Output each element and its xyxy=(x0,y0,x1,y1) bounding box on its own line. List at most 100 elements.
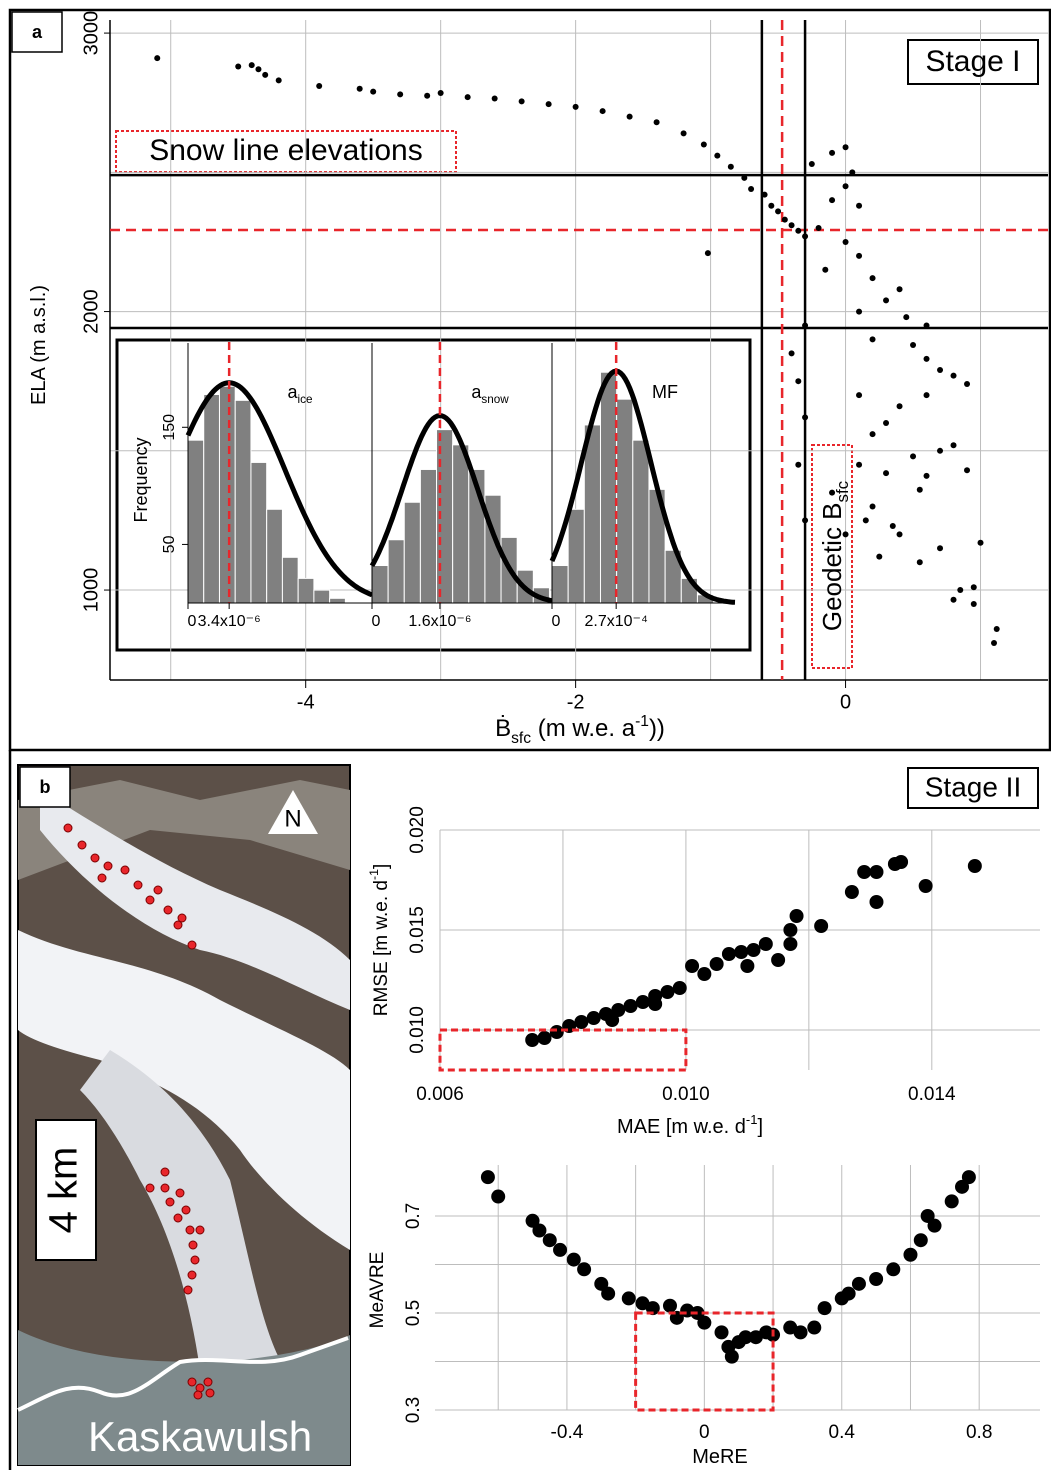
site xyxy=(173,920,183,930)
bar xyxy=(297,577,315,604)
glacier-tongue xyxy=(18,1330,350,1465)
point xyxy=(918,879,933,893)
point xyxy=(783,923,798,937)
point xyxy=(886,1262,901,1277)
x-axis-label-part: -1 xyxy=(746,1112,758,1127)
point xyxy=(857,865,872,879)
y-tick-label: 2000 xyxy=(80,289,102,334)
point xyxy=(714,1325,729,1340)
x-tick-label: 0.010 xyxy=(662,1084,710,1105)
point xyxy=(761,191,768,198)
x-axis-label: MAE [m w.e. d-1] xyxy=(617,1112,763,1138)
point xyxy=(601,1286,616,1301)
annotation: Geodetic Bsfc xyxy=(817,481,852,631)
point xyxy=(537,1031,552,1045)
point xyxy=(944,1194,959,1209)
bar xyxy=(419,468,438,604)
point xyxy=(553,1242,568,1257)
point xyxy=(869,275,876,282)
point xyxy=(611,1003,626,1017)
point xyxy=(623,999,638,1013)
point xyxy=(869,503,876,510)
x-tick-label: 0 xyxy=(372,613,381,630)
point xyxy=(704,250,711,257)
point xyxy=(356,85,363,92)
point xyxy=(829,489,836,496)
point xyxy=(889,523,896,529)
y-tick-label: 0.015 xyxy=(407,906,428,954)
histogram-title-part: snow xyxy=(481,393,509,406)
annotation-part: Geodetic B xyxy=(817,502,847,631)
y-tick-label: 1000 xyxy=(80,568,102,613)
point xyxy=(709,957,724,971)
site xyxy=(63,823,73,833)
x-tick-label: 0.8 xyxy=(966,1422,992,1443)
point xyxy=(577,1262,592,1277)
x-axis-label-part: Ḃ xyxy=(495,715,511,742)
fit-curve xyxy=(549,368,736,605)
point xyxy=(464,94,471,101)
histogram-title: asnow xyxy=(471,382,509,406)
x-tick-label: -0.4 xyxy=(551,1422,584,1443)
north-arrow xyxy=(268,790,318,834)
fit-curve xyxy=(369,413,553,604)
point xyxy=(842,238,849,245)
point xyxy=(248,62,255,69)
bar xyxy=(551,565,569,604)
histogram-title-part: ice xyxy=(298,393,313,406)
bar xyxy=(281,556,299,604)
bar xyxy=(599,371,618,604)
histogram-title-part: a xyxy=(471,382,482,402)
y-tick-label: 150 xyxy=(161,414,178,441)
point xyxy=(961,1170,976,1185)
y-tick-label: 0.3 xyxy=(403,1397,424,1423)
panel-label: a xyxy=(32,22,43,42)
point xyxy=(955,1179,970,1194)
bar xyxy=(313,589,331,604)
y-tick-label: 0.010 xyxy=(407,1006,428,1054)
point xyxy=(795,378,802,385)
site xyxy=(187,1377,197,1387)
point xyxy=(768,202,775,209)
point xyxy=(991,639,998,646)
bar xyxy=(218,385,236,604)
label-box xyxy=(19,766,71,808)
panel-label: b xyxy=(40,777,51,797)
site xyxy=(160,1167,170,1177)
point xyxy=(896,531,903,538)
point xyxy=(397,91,404,98)
y-tick-label: 50 xyxy=(161,535,178,553)
point xyxy=(734,945,749,959)
x-tick-label: 0.4 xyxy=(829,1422,856,1443)
point xyxy=(950,442,957,449)
point xyxy=(896,286,903,293)
point xyxy=(802,233,809,240)
scale-box xyxy=(35,1119,97,1261)
x-axis-label: MeRE xyxy=(692,1446,748,1468)
point xyxy=(822,266,829,273)
boundary xyxy=(17,1336,349,1412)
point xyxy=(807,1320,822,1335)
north-label: N xyxy=(284,805,301,832)
stage-box xyxy=(907,767,1039,809)
bar xyxy=(403,501,421,604)
site xyxy=(173,1213,183,1223)
bar xyxy=(329,597,346,604)
site xyxy=(145,1183,155,1193)
point xyxy=(964,380,971,387)
point xyxy=(741,174,748,181)
x-tick-label: 2.7x10⁻⁴ xyxy=(584,613,647,630)
point xyxy=(842,183,849,190)
point xyxy=(970,600,977,607)
point xyxy=(572,103,579,110)
x-tick-label: 0 xyxy=(840,691,851,713)
x-axis-label-part: MeRE xyxy=(692,1446,748,1468)
point xyxy=(856,252,863,259)
point xyxy=(724,1349,739,1364)
point xyxy=(913,1233,928,1248)
histogram-title: MF xyxy=(652,382,678,402)
site xyxy=(77,840,87,850)
y-axis-label: Frequency xyxy=(131,437,151,522)
site xyxy=(177,913,187,923)
point xyxy=(957,587,964,594)
